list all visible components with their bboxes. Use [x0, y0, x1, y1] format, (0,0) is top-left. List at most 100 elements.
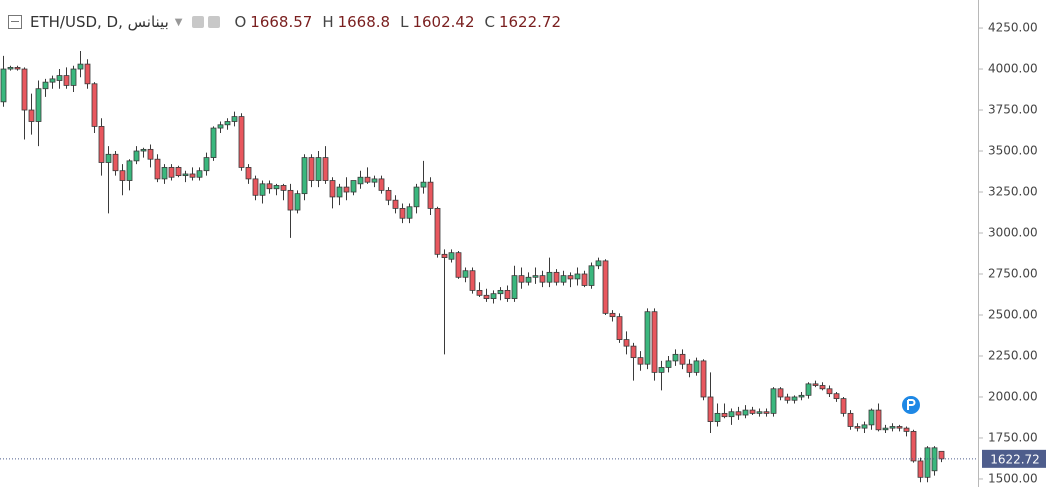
candle-body — [406, 206, 413, 219]
candle-body — [721, 412, 728, 418]
candle-body — [105, 153, 112, 163]
ohlc-value: 1622.72 — [498, 13, 561, 31]
candle-body — [357, 176, 364, 185]
settings-icon[interactable] — [208, 16, 221, 28]
event-marker[interactable] — [902, 396, 920, 414]
candle-body — [77, 63, 84, 70]
visibility-icon[interactable] — [192, 16, 205, 28]
candle-body — [511, 275, 518, 299]
candle-body — [210, 127, 217, 158]
candle-body — [567, 275, 574, 280]
candle-body — [364, 176, 371, 183]
candle-body — [742, 409, 749, 416]
candle-body — [168, 167, 175, 178]
y-tick-label: 4000.00 — [988, 62, 1038, 76]
candle-body — [539, 275, 546, 283]
candle-body — [42, 81, 49, 90]
candle-body — [266, 183, 273, 190]
dropdown-arrow[interactable]: ▼ — [174, 16, 183, 28]
candle-body — [749, 409, 756, 414]
candle-body — [140, 148, 147, 152]
candle-body — [826, 388, 833, 395]
candle-body — [784, 396, 791, 401]
candle-body — [224, 121, 231, 126]
ohlc-label: O — [234, 13, 247, 31]
ohlc-value: 1602.42 — [412, 13, 475, 31]
candle-body — [525, 276, 532, 283]
candle-body — [196, 170, 203, 178]
candle-body — [154, 158, 161, 180]
candle-body — [350, 180, 357, 193]
candle-body — [532, 275, 539, 278]
legend-header: ETH/USD, D, بينانس ▼ O 1668.57 H 1668.8 L 160… — [8, 10, 561, 34]
candle-body — [756, 411, 763, 414]
candle-body — [686, 363, 693, 373]
candle-body — [217, 124, 224, 129]
ohlc-value: 1668.8 — [337, 13, 391, 31]
candle-body — [147, 148, 154, 160]
candle-body — [63, 75, 70, 86]
candle-body — [427, 181, 434, 209]
candle-body — [623, 339, 630, 347]
candle-body — [504, 289, 511, 299]
candle-body — [392, 199, 399, 209]
candle-body — [441, 253, 448, 259]
candle-body — [868, 409, 875, 426]
collapse-button[interactable] — [8, 15, 22, 29]
candle-body — [763, 411, 770, 414]
candle-body — [609, 312, 616, 318]
candle-body — [0, 68, 7, 103]
candle-body — [252, 178, 259, 196]
candle-body — [938, 450, 945, 460]
candle-body — [28, 109, 35, 122]
candle-body — [231, 116, 238, 122]
candle-body — [854, 426, 861, 429]
candle-body — [924, 447, 931, 478]
y-tick-label: 2500.00 — [988, 307, 1038, 321]
candle-body — [735, 411, 742, 416]
y-tick-label: 3750.00 — [988, 103, 1038, 117]
candle-body — [791, 396, 798, 401]
event-icon — [907, 399, 916, 410]
price-axis-panel — [978, 0, 1047, 487]
candle-body — [329, 180, 336, 198]
candle-body — [889, 426, 896, 429]
candle-body — [707, 396, 714, 422]
candle-body — [903, 427, 910, 432]
candle-body — [560, 275, 567, 283]
candle-body — [7, 66, 14, 70]
y-tick-label: 1500.00 — [988, 471, 1038, 485]
candle-body — [14, 66, 21, 70]
candle-body — [343, 186, 350, 193]
candle-body — [693, 360, 700, 373]
candle-body — [315, 157, 322, 181]
candle-body — [175, 167, 182, 177]
candle-body — [238, 116, 245, 168]
candle-body — [70, 68, 77, 86]
candles-layer — [0, 50, 978, 483]
candle-body — [574, 273, 581, 280]
candle-body — [399, 208, 406, 219]
y-tick-label: 3250.00 — [988, 185, 1038, 199]
y-tick-label: 4250.00 — [988, 21, 1038, 35]
candle-body — [35, 88, 42, 122]
y-tick-label: 2250.00 — [988, 348, 1038, 362]
last-price-box — [982, 449, 1046, 468]
candle-body — [245, 167, 252, 180]
candle-body — [420, 181, 427, 188]
candle-body — [287, 189, 294, 211]
candle-body — [896, 426, 903, 429]
candle-body — [49, 78, 56, 83]
ohlc-label: C — [484, 13, 495, 31]
candle-body — [644, 311, 651, 365]
candle-body — [322, 157, 329, 181]
candle-body — [798, 394, 805, 398]
y-tick-label: 2750.00 — [988, 266, 1038, 280]
candle-body — [588, 265, 595, 286]
candle-body — [56, 75, 63, 81]
candle-body — [469, 270, 476, 291]
candle-body — [413, 186, 420, 208]
candle-body — [112, 153, 119, 172]
